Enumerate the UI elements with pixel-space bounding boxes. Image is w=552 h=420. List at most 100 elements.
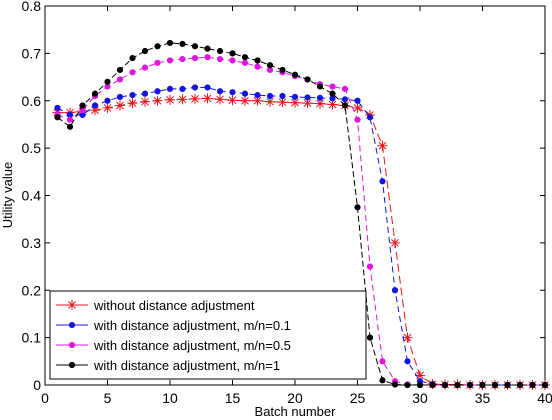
data-point bbox=[241, 90, 249, 97]
legend-marker bbox=[68, 321, 76, 329]
data-point bbox=[241, 54, 249, 61]
data-point bbox=[279, 66, 286, 74]
data-point bbox=[154, 88, 161, 95]
x-tick-label: 20 bbox=[287, 390, 303, 406]
data-point bbox=[391, 381, 399, 388]
data-point bbox=[129, 91, 136, 99]
data-point bbox=[429, 381, 436, 389]
data-point bbox=[541, 381, 549, 389]
data-point bbox=[254, 63, 261, 70]
data-point bbox=[166, 85, 174, 93]
y-tick-label: 0.5 bbox=[22, 140, 42, 156]
data-point bbox=[204, 45, 211, 52]
data-point bbox=[79, 102, 86, 109]
data-point bbox=[352, 102, 363, 113]
data-point bbox=[240, 95, 250, 106]
data-point bbox=[379, 358, 386, 365]
data-point bbox=[254, 57, 261, 64]
data-point bbox=[441, 381, 449, 389]
data-point bbox=[304, 76, 311, 83]
data-point bbox=[341, 85, 349, 93]
series-layer bbox=[52, 39, 550, 390]
x-tick-label: 5 bbox=[104, 390, 112, 406]
data-point bbox=[454, 381, 461, 389]
data-point bbox=[191, 55, 199, 62]
data-point bbox=[341, 96, 349, 103]
data-point bbox=[404, 358, 411, 365]
data-point bbox=[316, 94, 324, 102]
y-tick-label: 0.3 bbox=[22, 235, 42, 251]
data-point bbox=[379, 377, 386, 384]
series-line bbox=[57, 56, 545, 386]
data-point bbox=[491, 381, 499, 389]
data-point bbox=[141, 64, 149, 71]
y-tick-label: 0.6 bbox=[22, 93, 42, 109]
y-tick-label: 0.1 bbox=[22, 330, 42, 346]
legend-label: with distance adjustment, m/n=0.5 bbox=[93, 338, 291, 353]
legend-marker bbox=[67, 300, 77, 310]
legend-item: with distance adjustment, m/n=1 bbox=[56, 358, 280, 373]
data-point bbox=[129, 55, 136, 62]
data-point bbox=[341, 102, 349, 109]
x-tick-label: 25 bbox=[350, 390, 366, 406]
data-point bbox=[354, 116, 361, 123]
data-point bbox=[216, 55, 224, 63]
data-point bbox=[177, 94, 188, 105]
data-point bbox=[204, 54, 211, 61]
data-point bbox=[191, 84, 199, 91]
data-point bbox=[479, 381, 486, 389]
data-point bbox=[366, 263, 374, 270]
data-point bbox=[165, 94, 175, 105]
data-point bbox=[227, 95, 238, 106]
x-tick-label: 0 bbox=[41, 390, 49, 406]
y-tick-label: 0.8 bbox=[22, 0, 42, 14]
legend-label: with distance adjustment, m/n=0.1 bbox=[93, 318, 291, 333]
data-point bbox=[179, 40, 186, 48]
data-point bbox=[116, 66, 124, 74]
data-point bbox=[204, 84, 211, 91]
data-point bbox=[66, 123, 74, 130]
data-point bbox=[154, 43, 161, 50]
data-point bbox=[266, 92, 274, 100]
legend: without distance adjustment with distance… bbox=[49, 290, 367, 380]
data-point bbox=[354, 204, 361, 211]
data-point bbox=[266, 62, 274, 69]
data-point bbox=[115, 100, 125, 111]
data-point bbox=[366, 334, 374, 341]
data-point bbox=[304, 94, 311, 101]
data-point bbox=[140, 96, 150, 107]
data-point bbox=[91, 102, 99, 109]
data-point bbox=[254, 91, 261, 99]
legend-item: with distance adjustment, m/n=0.1 bbox=[56, 318, 291, 333]
data-point bbox=[191, 43, 199, 50]
x-tick-label: 15 bbox=[225, 390, 241, 406]
data-point bbox=[316, 83, 324, 90]
data-point bbox=[166, 39, 174, 47]
data-point bbox=[129, 69, 136, 76]
y-tick-label: 0 bbox=[33, 377, 41, 393]
data-point bbox=[377, 140, 388, 151]
data-point bbox=[302, 98, 313, 109]
legend-box bbox=[49, 290, 367, 380]
data-point bbox=[91, 90, 99, 97]
y-tick-label: 0.2 bbox=[22, 282, 42, 298]
data-point bbox=[152, 95, 163, 106]
y-tick-label: 0.4 bbox=[22, 188, 42, 204]
data-point bbox=[529, 381, 536, 389]
series-line bbox=[57, 42, 545, 386]
data-point bbox=[179, 85, 186, 93]
data-point bbox=[516, 381, 524, 389]
data-point bbox=[141, 90, 149, 97]
data-point bbox=[66, 116, 74, 123]
x-axis-label: Batch number bbox=[255, 404, 337, 419]
data-point bbox=[390, 237, 400, 248]
data-point bbox=[202, 93, 213, 104]
data-point bbox=[466, 381, 474, 389]
data-point bbox=[402, 332, 413, 343]
series-4 bbox=[54, 39, 549, 389]
data-point bbox=[179, 55, 186, 63]
data-point bbox=[216, 88, 224, 95]
legend-label: with distance adjustment, m/n=1 bbox=[93, 358, 280, 373]
x-tick-label: 10 bbox=[162, 390, 178, 406]
